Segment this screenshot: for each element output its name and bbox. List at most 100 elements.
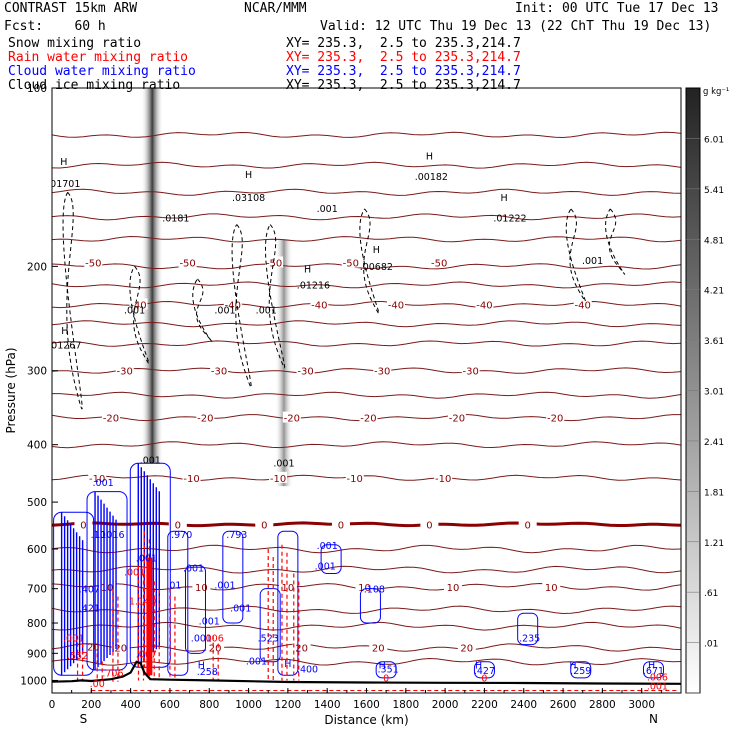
isotherm-label: 0	[261, 520, 267, 531]
contour-annotation: .001	[582, 256, 603, 267]
contour-annotation: H	[373, 245, 380, 256]
cloud-water-contour	[570, 661, 592, 679]
isotherm-label-bg	[192, 580, 211, 592]
cloud-ice-contour	[62, 191, 83, 410]
contour-annotation: .001	[647, 681, 668, 692]
isotherm-label: 20	[372, 644, 385, 655]
y-tick-label: 700	[27, 584, 47, 596]
isotherm-label: -10	[347, 474, 363, 485]
isotherm-label-bg	[542, 580, 561, 592]
isotherm-label: 20	[460, 644, 473, 655]
contour-annotation: .793	[226, 530, 247, 541]
isotherm-label: -20	[449, 414, 465, 425]
cloud-water-contour	[277, 530, 299, 676]
isotherm-label-bg	[359, 411, 378, 423]
cloud-ice-contour	[565, 208, 586, 302]
field-xy-cloud-ice: XY= 235.3, 2.5 to 235.3,214.7	[286, 78, 521, 93]
isotherm-label: -30	[117, 367, 133, 378]
isotherm-label: 10	[447, 583, 460, 594]
isotherm-label-bg	[223, 298, 242, 310]
isotherm-label-bg	[115, 364, 134, 376]
contour-annotation: H	[426, 151, 433, 162]
isotherm-label-bg	[182, 471, 201, 483]
cloud-water-contour	[222, 530, 244, 624]
contour-annotation: .235	[519, 634, 540, 645]
isotherm-label: 10	[195, 583, 208, 594]
isotherm-label: -10	[270, 474, 286, 485]
contour-annotation: .001	[317, 541, 338, 552]
contour-annotation: H	[61, 326, 68, 337]
contour-annotation: H	[379, 661, 386, 672]
isotherm-label: 20	[209, 644, 222, 655]
x-tick-label: 2400	[510, 699, 537, 711]
isotherm-label-bg	[369, 641, 388, 653]
y-tick-label: 400	[27, 440, 47, 452]
isotherm-label-bg	[457, 641, 476, 653]
contour-annotation: .006	[203, 634, 224, 645]
cloud-water-contour	[86, 491, 128, 671]
contour-annotation: .001	[191, 634, 212, 645]
colorbar-tick-label: 4.21	[704, 287, 724, 297]
x-end-label-south: S	[80, 712, 88, 726]
isotherm-label-bg	[518, 518, 537, 530]
isotherm-label-bg	[443, 580, 462, 592]
isotherm-label-bg	[84, 256, 103, 268]
isotherm-label-bg	[210, 364, 229, 376]
contour-annotation: H	[304, 265, 311, 276]
cloud-water-contour	[320, 544, 342, 575]
cloud-ice-contour	[192, 278, 213, 342]
isotherm-label: -20	[360, 414, 376, 425]
isotherm-label-bg	[178, 256, 197, 268]
colorbar-tick-label: 3.01	[704, 388, 724, 398]
contour-annotation: .00682	[360, 262, 393, 273]
isotherm-label: -20	[197, 414, 213, 425]
isotherm-label: -20	[284, 414, 300, 425]
colorbar-tick-label: 5.41	[704, 186, 724, 196]
contour-annotation: .001	[214, 305, 235, 316]
isotherm-label: 20	[114, 644, 127, 655]
colorbar-tick-label: .61	[704, 589, 718, 599]
isotherm-label-bg	[129, 298, 148, 310]
field-label-snow: Snow mixing ratio	[8, 36, 142, 51]
contour-annotation: .706	[102, 669, 123, 680]
temperature-contour	[52, 320, 681, 328]
y-axis-label: Pressure (hPa)	[4, 347, 18, 433]
temperature-contour	[52, 474, 681, 481]
contour-annotation: .001	[315, 562, 336, 573]
contour-annotation: .001	[183, 564, 204, 575]
contour-annotation: 0	[481, 674, 487, 685]
y-tick-label: 100	[27, 83, 47, 95]
isotherm-label: -30	[463, 367, 479, 378]
contour-annotation: .523	[258, 634, 279, 645]
isotherm-label-bg	[434, 471, 453, 483]
cloud-ice-contour	[359, 208, 380, 314]
y-tick-label: 600	[27, 544, 47, 556]
y-tick-label: 300	[27, 366, 47, 378]
contour-annotation: .001	[124, 567, 145, 578]
x-tick-label: 2800	[589, 699, 616, 711]
y-tick-label: 200	[27, 261, 47, 273]
temperature-contour	[52, 391, 681, 399]
field-xy-snow: XY= 235.3, 2.5 to 235.3,214.7	[286, 36, 521, 51]
contour-annotation: .00	[90, 679, 105, 690]
isotherm-label-bg	[74, 518, 93, 530]
contour-annotation: .007	[136, 650, 157, 661]
contour-annotation: .001	[246, 657, 267, 668]
cloud-water-contour	[53, 511, 95, 676]
isotherm-label-bg	[296, 364, 315, 376]
field-label-cloud-water: Cloud water mixing ratio	[8, 64, 196, 79]
isotherm-label: -40	[311, 301, 327, 312]
contour-annotation: .259	[570, 666, 591, 677]
x-tick-label: 1600	[353, 699, 380, 711]
x-tick-label: 2000	[432, 699, 459, 711]
temperature-contour	[52, 544, 681, 554]
isotherm-label: 0	[426, 520, 432, 531]
contour-annotation: .407	[79, 584, 100, 595]
cloud-ice-contour	[605, 208, 626, 275]
contour-annotation: .001	[199, 617, 220, 628]
isotherm-label: 10	[282, 583, 295, 594]
isotherm-label-bg	[447, 411, 466, 423]
isotherm-label: -10	[435, 474, 451, 485]
contour-annotation: H	[198, 661, 205, 672]
temperature-contour	[52, 367, 681, 374]
